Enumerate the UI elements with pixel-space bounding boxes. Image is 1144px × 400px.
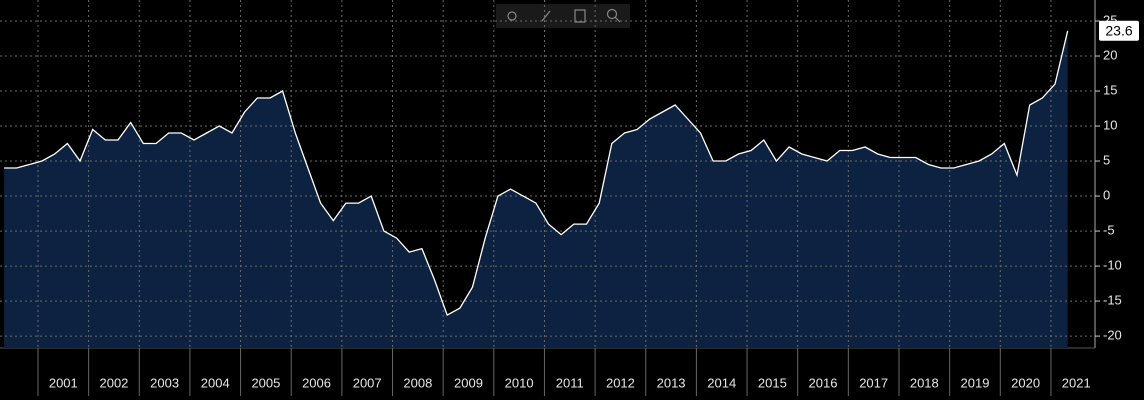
y-tick-label: 20: [1103, 47, 1117, 62]
x-tick-label: 2015: [758, 375, 787, 390]
y-tick-label: 15: [1103, 82, 1117, 97]
area-fill: [4, 30, 1068, 349]
x-tick-label: 2011: [556, 375, 584, 390]
x-tick-label: 2005: [251, 375, 280, 390]
last-value-box: [1099, 20, 1139, 41]
x-tick-label: 2017: [859, 375, 888, 390]
x-tick-label: 2003: [150, 375, 179, 390]
x-tick-label: 2021: [1062, 375, 1091, 390]
x-tick-label: 2020: [1011, 375, 1040, 390]
y-tick-label: -15: [1103, 293, 1122, 308]
y-tick-label: 10: [1103, 117, 1117, 132]
zoom-icon[interactable]: [606, 8, 618, 20]
line: [4, 30, 1069, 317]
last-value-label: 23.6: [1105, 23, 1132, 39]
y-tick-label: 0: [1103, 187, 1110, 202]
y-tick-label: -5: [1103, 223, 1115, 238]
x-tick-label: 2010: [505, 375, 534, 390]
x-tick-label: 2007: [353, 375, 382, 390]
y-tick-label: -20: [1103, 328, 1122, 343]
draw-icon[interactable]: [541, 10, 551, 22]
x-tick-label: 2013: [657, 375, 686, 390]
x-tick-label: 2016: [809, 375, 838, 390]
x-tick-label: 2018: [910, 375, 939, 390]
x-tick-label: 2012: [606, 375, 635, 390]
x-tick-label: 2014: [707, 375, 736, 390]
x-tick-label: 2004: [201, 375, 230, 390]
y-tick-label: -10: [1103, 258, 1122, 273]
x-tick-label: 2001: [49, 375, 78, 390]
x-tick-label: 2006: [302, 375, 331, 390]
x-tick-label: 2002: [99, 375, 128, 390]
y-tick-label: 5: [1103, 152, 1110, 167]
x-tick-label: 2009: [454, 375, 483, 390]
toolbar: [496, 4, 630, 28]
x-tick-label: 2008: [403, 375, 432, 390]
x-tick-label: 2019: [961, 375, 990, 390]
table-icon[interactable]: [574, 9, 586, 23]
crosshair-icon[interactable]: [507, 11, 517, 21]
